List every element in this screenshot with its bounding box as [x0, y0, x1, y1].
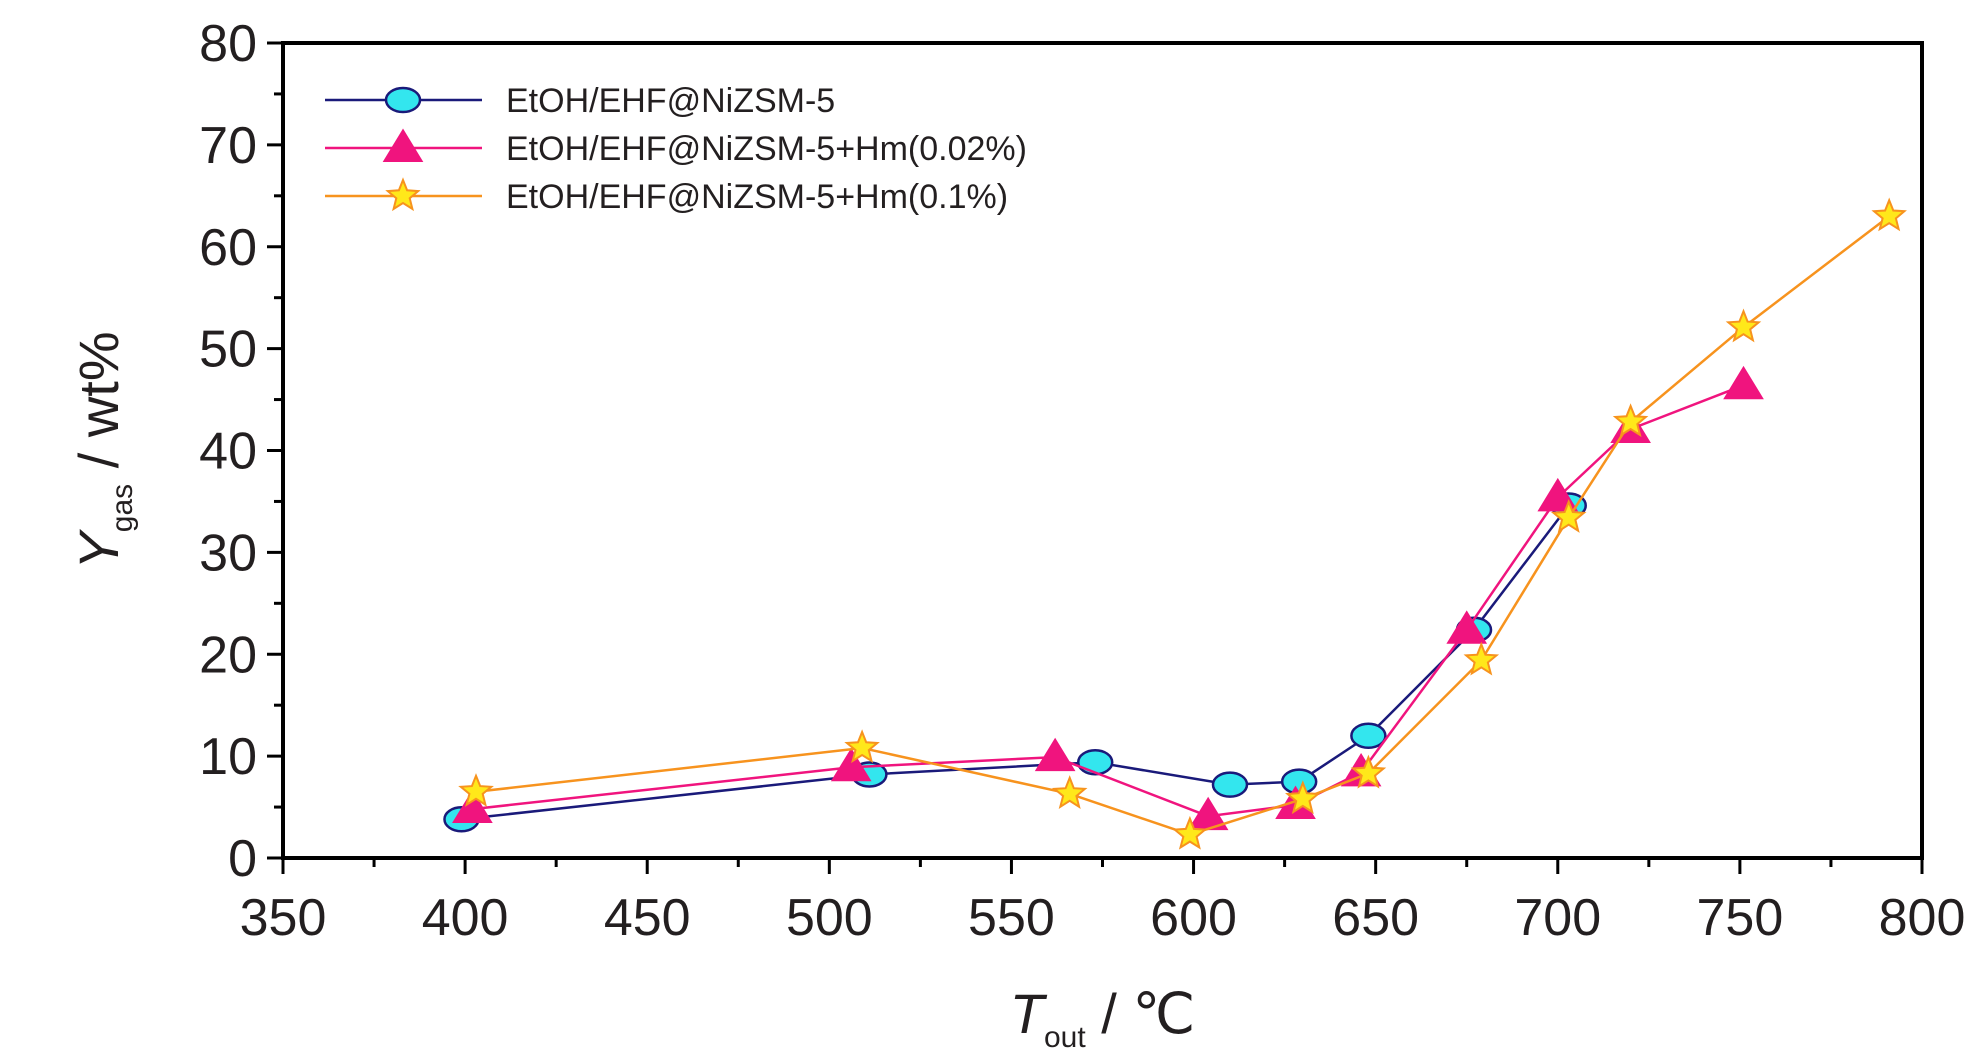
legend-label: EtOH/EHF@NiZSM-5+Hm(0.1%)	[506, 178, 1008, 216]
y-axis-unit: / wt%	[67, 331, 130, 483]
data-point	[458, 773, 494, 807]
y-axis-title: Ygas / wt%	[67, 331, 139, 569]
x-tick-label: 400	[422, 889, 509, 947]
y-axis-symbol: Y	[67, 529, 130, 570]
y-tick-label: 30	[199, 524, 257, 582]
x-tick-label: 800	[1879, 889, 1966, 947]
legend-marker	[384, 86, 422, 114]
series-3	[458, 197, 1907, 850]
x-axis-title: Tout / ℃	[1010, 982, 1196, 1054]
y-tick-label: 80	[199, 15, 257, 73]
data-point	[1350, 722, 1387, 749]
x-tick-label: 600	[1150, 889, 1237, 947]
x-axis-unit: / ℃	[1086, 982, 1196, 1045]
legend: EtOH/EHF@NiZSM-5 EtOH/EHF@NiZSM-5+Hm(0.02…	[325, 82, 1027, 216]
plot-area	[443, 197, 1907, 850]
x-axis-symbol: T	[1010, 982, 1048, 1045]
data-point	[1172, 815, 1208, 850]
legend-marker	[385, 177, 421, 212]
x-tick-label: 450	[604, 889, 691, 947]
x-tick-label: 550	[968, 889, 1055, 947]
x-tick-label: 750	[1697, 889, 1784, 947]
legend-marker	[382, 128, 424, 162]
data-point	[1034, 737, 1076, 772]
data-point	[1350, 754, 1387, 789]
series-line	[461, 504, 1570, 821]
data-point	[844, 729, 880, 764]
data-point	[452, 789, 493, 824]
legend-entry: EtOH/EHF@NiZSM-5+Hm(0.1%)	[325, 177, 1008, 216]
legend-entry: EtOH/EHF@NiZSM-5+Hm(0.02%)	[325, 128, 1027, 168]
y-tick-label: 40	[199, 423, 257, 481]
legend-label: EtOH/EHF@NiZSM-5+Hm(0.02%)	[506, 130, 1027, 168]
data-point	[1446, 610, 1488, 644]
data-point	[1076, 748, 1114, 776]
y-tick-label: 50	[199, 321, 257, 379]
x-axis-subscript: out	[1044, 1021, 1086, 1054]
data-point	[1550, 498, 1587, 533]
data-point	[1725, 308, 1762, 343]
y-tick-label: 10	[199, 728, 257, 786]
data-point	[1285, 780, 1321, 815]
data-point	[1723, 365, 1764, 400]
series-line	[472, 384, 1744, 818]
y-tick-label: 20	[199, 626, 257, 684]
y-tick-label: 70	[199, 117, 257, 175]
legend-label: EtOH/EHF@NiZSM-5	[506, 82, 835, 120]
legend-entry: EtOH/EHF@NiZSM-5	[325, 82, 835, 120]
data-point	[1612, 403, 1649, 438]
y-tick-label: 0	[228, 830, 257, 888]
data-point	[1871, 197, 1907, 232]
axes: 350 400 450 500 550 600 650 700 750 800 0 10 20 30 40 5…	[199, 15, 1965, 947]
series-line	[475, 215, 1890, 836]
data-point	[830, 747, 872, 782]
y-tick-label: 60	[199, 219, 257, 277]
x-tick-label: 700	[1514, 889, 1601, 947]
x-tick-label: 350	[240, 889, 327, 947]
data-point	[1463, 641, 1500, 676]
x-tick-label: 650	[1332, 889, 1419, 947]
data-point	[1051, 775, 1088, 810]
y-axis-subscript: gas	[106, 484, 139, 532]
data-point	[1211, 771, 1249, 798]
x-tick-label: 500	[786, 889, 873, 947]
